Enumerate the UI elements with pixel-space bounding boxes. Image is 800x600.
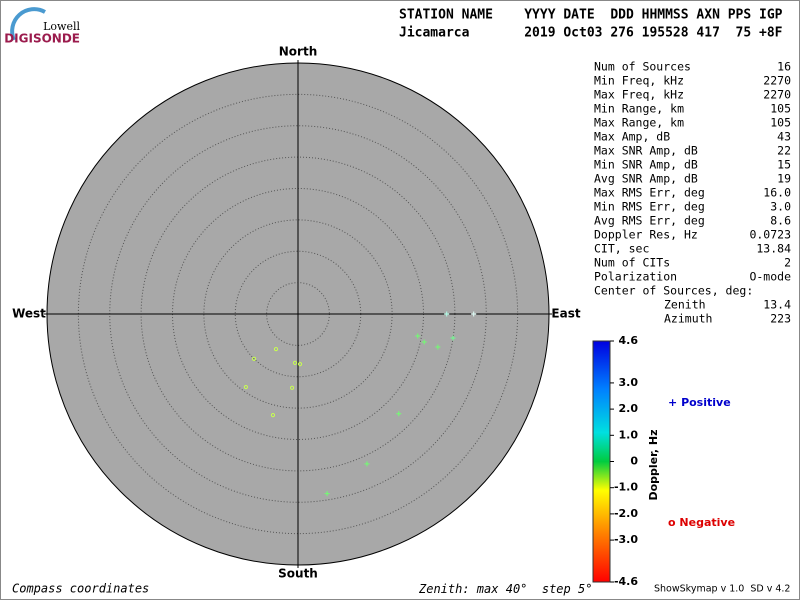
source-positive [415,333,421,339]
stat-label: Max RMS Err, deg [594,186,705,200]
source-positive [471,311,477,317]
stat-value: 16 [777,60,791,74]
center-label: Azimuth [664,312,712,326]
footer-right: ShowSkymap v 1.0 SD v 4.2 [654,584,790,595]
source-negative [273,346,279,352]
source-negative [251,356,257,361]
center-value: 13.4 [763,298,791,312]
zenith-step-prefix: step [542,582,571,596]
header-row: STATION NAME YYYY DATE DDD HHMMSS AXN PP… [399,8,783,23]
stat-label: Max SNR Amp, dB [594,144,698,158]
stat-value: 22 [777,144,791,158]
stat-label: Avg SNR Amp, dB [594,172,698,186]
colorbar-tick-label: -3.0 [614,533,638,546]
colorbar-tick-label: -2.0 [614,507,638,520]
compass-label: South [278,567,318,581]
stat-value: 2270 [763,88,791,102]
colorbar-tick-label: 0 [630,455,638,468]
stat-value: 16.0 [763,186,791,200]
stat-value: 3.0 [770,200,791,214]
header-row: Jicamarca 2019 Oct03 276 195528 417 75 +… [399,26,783,41]
source-negative [270,413,276,418]
stat-value: 43 [777,130,791,144]
stats-table: Num of Sources 16 Min Freq, kHz 2270 Max Fre… [594,60,791,326]
source-positive [450,335,456,341]
stat-value: 13.84 [756,242,791,256]
source-positive [324,491,330,497]
footer-left: Compass coordinates [12,582,149,596]
stat-value: 105 [770,102,791,116]
stat-value: 2 [784,256,791,270]
source-positive [435,344,441,350]
stat-label: Max Freq, kHz [594,88,684,102]
source-positive [444,311,450,317]
source-negative [292,360,298,365]
zenith-max: 40° [506,582,528,596]
zenith-scale: Zenith: max 40° step 5° [418,582,592,596]
stat-label: Max Amp, dB [594,130,670,144]
colorbar-tick-label: 3.0 [619,376,639,389]
stat-label: Min SNR Amp, dB [594,158,698,172]
stat-value: 2270 [763,74,791,88]
stat-label: Min Freq, kHz [594,74,684,88]
stat-label: Min Range, km [594,102,684,116]
stat-label: Min RMS Err, deg [594,200,705,214]
colorbar [592,340,611,583]
source-positive [421,339,427,345]
stat-label: Num of CITs [594,256,670,270]
stat-value: 105 [770,116,791,130]
zenith-step: 5° [578,582,592,596]
stat-value: 8.6 [770,214,791,228]
colorbar-tick-label: 2.0 [619,402,639,415]
stat-value: 15 [777,158,791,172]
legend-entry: + Positive [668,396,731,409]
stat-label: CIT, sec [594,242,649,256]
stat-value: 0.0723 [749,228,791,242]
stat-label: Polarization [594,270,677,284]
colorbar-tick-label: 1.0 [619,428,639,441]
center-value: 223 [770,312,791,326]
compass-label: West [12,307,46,321]
colorbar-tick-label: 4.6 [619,334,639,347]
stat-value: 19 [777,172,791,186]
compass-label: North [279,45,317,59]
source-negative [243,384,248,390]
logo-bottom: DIGISONDE [4,32,80,46]
stat-label: Center of Sources, deg: [594,284,753,298]
stat-label: Doppler Res, Hz [594,228,698,242]
source-negative [289,385,295,390]
stat-label: Avg RMS Err, deg [594,214,705,228]
legend-entry: o Negative [668,516,735,529]
legend-label: Positive [681,396,731,409]
logo-top: Lowell [43,20,80,33]
stat-label: Max Range, km [594,116,684,130]
colorbar-ticks: 4.6 3.0 2.0 1.0 0 -1.0 -2.0 -3.0 -4.6 [610,334,638,588]
source-positive [396,411,402,417]
center-label: Zenith [664,298,706,312]
legend-label: Negative [679,516,735,529]
skymap [44,60,552,568]
colorbar-tick-label: -4.6 [614,575,638,588]
legend-symbol: + [668,396,677,409]
stat-label: Num of Sources [594,60,691,74]
logo-arc [10,7,46,41]
source-negative [297,362,303,367]
colorbar-title: Doppler, Hz [647,429,660,500]
legend-symbol: o [668,516,676,529]
zenith-prefix: Zenith: max [418,582,499,596]
colorbar-tick-label: -1.0 [614,481,638,494]
compass-label: East [551,307,580,321]
stat-value: O-mode [749,270,791,284]
source-positive [364,461,370,467]
